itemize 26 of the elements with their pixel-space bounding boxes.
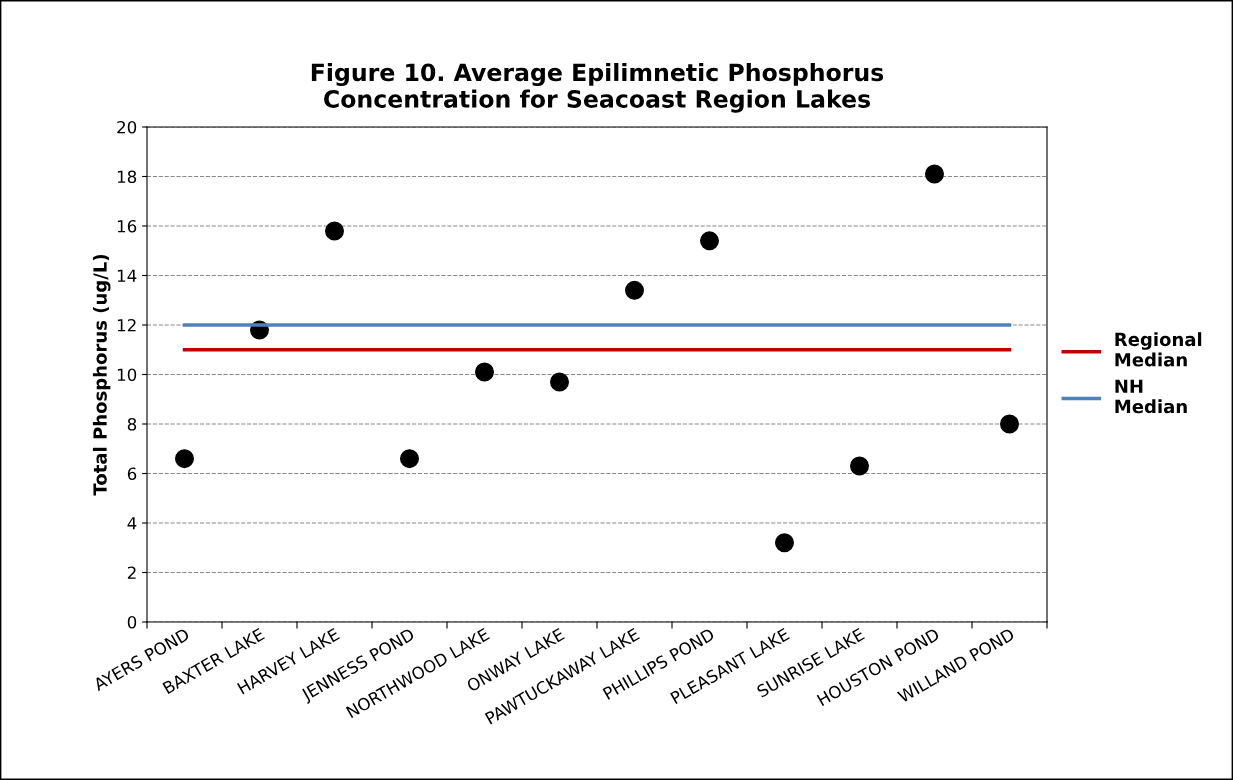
y-tick-label: 2 (127, 566, 136, 579)
point (625, 280, 644, 300)
y-tick-label: 10 (117, 368, 137, 382)
point (700, 231, 719, 251)
chart-title: Figure 10. Average Epilimnetic Phosphorus Concentration for Seacoast Region Lakes (311, 62, 884, 113)
y-tick-label: 16 (117, 219, 137, 233)
point (400, 449, 419, 469)
y-tick-label: 0 (127, 615, 137, 629)
point (925, 164, 944, 184)
point (550, 372, 569, 392)
point (1000, 414, 1019, 434)
point (175, 449, 194, 469)
point (775, 533, 794, 553)
point (325, 221, 344, 241)
point (850, 456, 869, 476)
y-tick-label: 12 (117, 318, 136, 332)
y-axis-title: Total Phosphorus (ug/L) (92, 254, 111, 496)
y-tick-label: 18 (117, 170, 137, 184)
legend-label: Regional Median (1115, 332, 1202, 367)
y-tick-label: 20 (117, 120, 137, 134)
y-tick-label: 6 (127, 467, 137, 481)
legend-label: NH Median (1115, 379, 1187, 414)
point (475, 362, 494, 382)
y-tick-label: 4 (127, 517, 137, 530)
y-tick-label: 8 (127, 417, 137, 431)
y-tick-label: 14 (117, 269, 137, 282)
